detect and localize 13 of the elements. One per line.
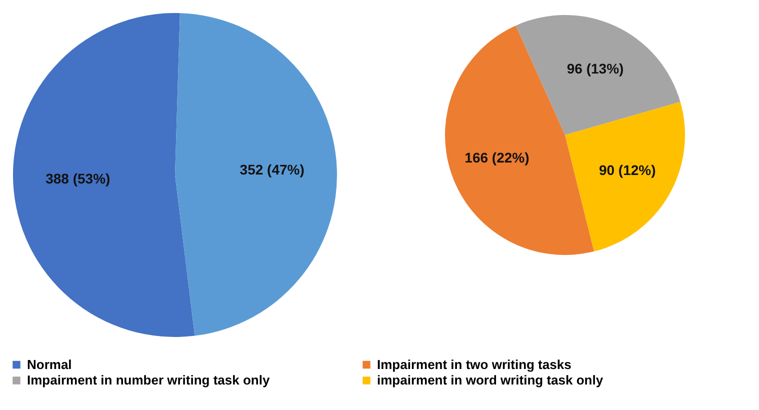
legend-label: impairment in word writing task only	[377, 372, 604, 388]
pie-slice	[13, 13, 195, 337]
pie-slice	[516, 15, 680, 135]
pie-slice	[565, 102, 685, 252]
data-label: 388 (53%)	[46, 170, 110, 186]
legend-label: Impairment in two writing tasks	[377, 356, 572, 372]
pie-slice	[175, 13, 337, 336]
data-label: 96 (13%)	[566, 60, 624, 77]
legend-label: Impairment in number writing task only	[27, 372, 270, 388]
legend-label: Normal	[27, 356, 72, 372]
data-label: 352 (47%)	[240, 162, 304, 178]
data-label: 166 (22%)	[464, 150, 530, 166]
data-label: 90 (12%)	[598, 162, 656, 178]
